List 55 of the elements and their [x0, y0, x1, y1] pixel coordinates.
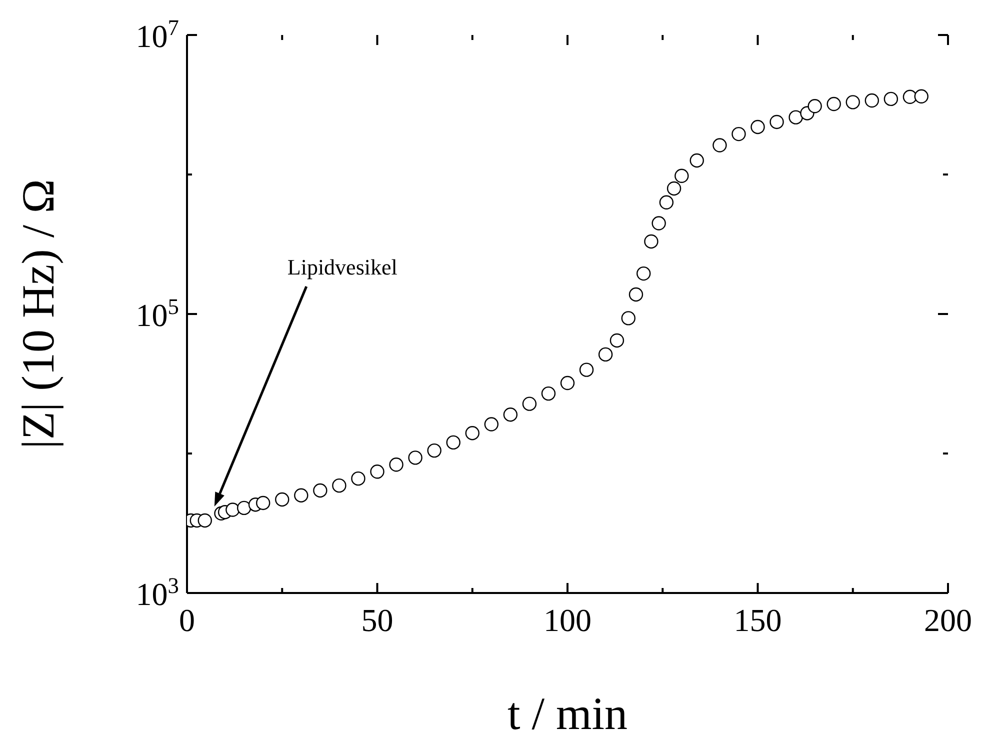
x-axis-title: t / min	[507, 688, 628, 739]
annotation: Lipidvesikel	[287, 254, 398, 280]
point	[712, 138, 727, 152]
point	[198, 513, 212, 528]
point	[275, 492, 290, 507]
point	[644, 234, 658, 249]
point	[690, 153, 704, 168]
point	[465, 426, 480, 440]
point	[864, 93, 879, 108]
point	[484, 417, 498, 432]
point	[522, 396, 537, 411]
point	[788, 110, 803, 124]
point	[808, 99, 822, 114]
point	[408, 450, 422, 465]
x-tick-label: 150	[734, 602, 782, 638]
point	[628, 287, 644, 302]
point	[674, 168, 689, 184]
x-tick-label: 0	[179, 602, 195, 638]
point	[446, 435, 460, 450]
point	[636, 266, 651, 281]
point	[884, 92, 898, 106]
point	[294, 488, 308, 502]
point	[621, 311, 636, 326]
point	[652, 216, 666, 230]
point	[226, 502, 240, 517]
x-tick-label: 200	[924, 602, 972, 638]
y-tick-label: 10$^{5}$	[136, 294, 179, 333]
point	[666, 181, 682, 196]
x-tick-label: 50	[361, 602, 394, 638]
y-tick-label: 10$^{7}$	[136, 14, 179, 54]
point	[503, 408, 518, 422]
x-tick-label: 100	[544, 602, 592, 638]
point	[610, 333, 624, 348]
point	[770, 114, 784, 130]
point	[236, 500, 252, 516]
point	[541, 386, 556, 401]
point	[389, 458, 404, 472]
point	[256, 496, 270, 510]
y-tick-label: 10$^{3}$	[136, 572, 179, 612]
point	[579, 362, 594, 377]
point	[750, 120, 765, 134]
point	[427, 443, 442, 458]
y-axis-title: |Z| (10 Hz) / Ω	[12, 179, 64, 449]
point	[313, 483, 328, 498]
point	[914, 89, 928, 104]
point	[826, 96, 841, 112]
point	[332, 478, 346, 493]
point	[659, 195, 674, 210]
point	[846, 95, 860, 110]
point	[902, 90, 918, 104]
point	[598, 347, 613, 362]
point	[732, 126, 746, 142]
point	[370, 464, 384, 479]
point	[351, 471, 366, 486]
point	[560, 376, 575, 390]
